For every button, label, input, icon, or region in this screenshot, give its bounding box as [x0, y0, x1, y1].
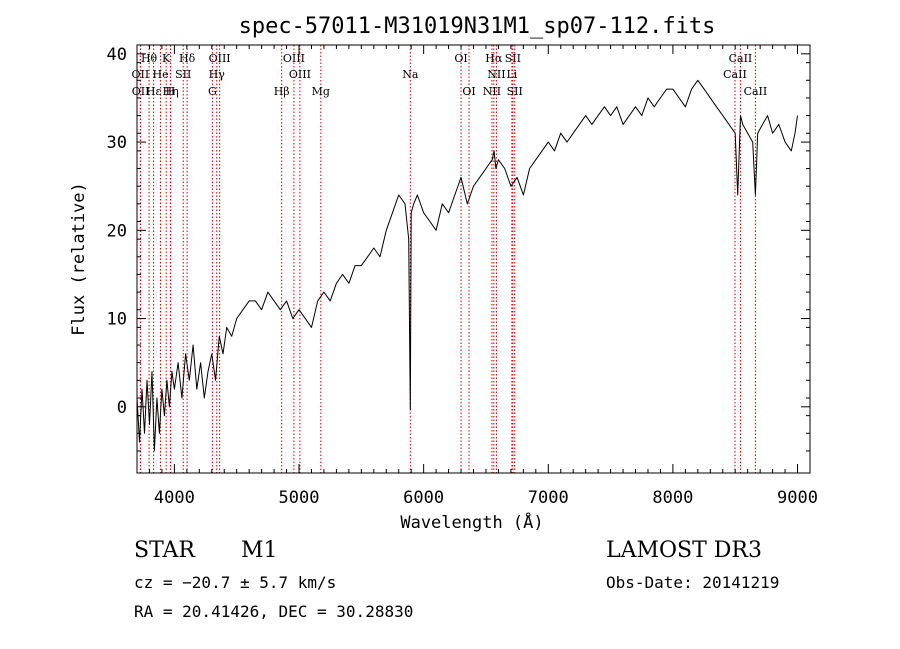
marker-label: CaII	[744, 85, 768, 98]
series-layer	[136, 79, 798, 452]
survey-name: LAMOST DR3	[606, 538, 762, 563]
marker-label: Mg	[312, 85, 330, 98]
marker-label: K	[162, 52, 171, 65]
object-class: STAR	[134, 538, 195, 563]
y-tick-label: 10	[107, 310, 127, 330]
x-tick-label: 7000	[528, 488, 569, 508]
marker-label: CaII	[723, 68, 747, 81]
marker-label: H	[166, 85, 176, 98]
marker-label: Hθ	[141, 52, 158, 65]
chart-title: spec-57011-M31019N31M1_sp07-112.fits	[239, 14, 716, 39]
marker-label: OI	[462, 85, 475, 98]
marker-label: Hγ	[209, 68, 226, 81]
coordinates-text: RA = 20.41426, DEC = 30.28830	[134, 602, 414, 621]
axis-ticks: 4000 5000 6000 7000 8000 9000 0 10 20 30 40	[107, 45, 818, 508]
marker-label: OIII	[283, 52, 305, 65]
marker-label: CaII	[729, 52, 753, 65]
y-tick-label: 0	[117, 398, 127, 418]
marker-label: G	[208, 85, 217, 98]
marker-label: Na	[402, 68, 419, 81]
x-tick-label: 8000	[652, 488, 693, 508]
object-subclass: M1	[241, 538, 278, 563]
marker-label: Li	[506, 68, 517, 81]
x-tick-label: 6000	[403, 488, 444, 508]
y-axis-label: Flux (relative)	[69, 182, 89, 336]
plot-frame	[136, 44, 811, 474]
marker-label: SII	[505, 52, 521, 65]
y-tick-label: 20	[107, 221, 127, 241]
marker-label: OI	[454, 52, 467, 65]
y-tick-label: 30	[107, 133, 127, 153]
marker-label: OII	[132, 85, 150, 98]
marker-label: SII	[507, 85, 523, 98]
marker-label: Hε	[146, 85, 162, 98]
marker-label: Hα	[485, 52, 503, 65]
marker-label: Hδ	[179, 52, 196, 65]
marker-label: Hβ	[274, 85, 290, 98]
y-tick-label: 40	[107, 45, 127, 65]
marker-label: NII	[487, 68, 505, 81]
series-line-flux	[136, 79, 798, 452]
marker-label: NII	[483, 85, 501, 98]
velocity-text: cz = −20.7 ± 5.7 km/s	[134, 573, 337, 592]
obs-date-text: Obs-Date: 20141219	[606, 573, 780, 592]
marker-label: He	[153, 68, 169, 81]
marker-label: OIII	[289, 68, 311, 81]
x-tick-label: 9000	[777, 488, 818, 508]
x-tick-label: 4000	[154, 488, 195, 508]
marker-label: SII	[175, 68, 191, 81]
marker-label: OIII	[209, 52, 231, 65]
x-axis-label: Wavelength (Å)	[400, 511, 543, 533]
x-tick-label: 5000	[279, 488, 320, 508]
